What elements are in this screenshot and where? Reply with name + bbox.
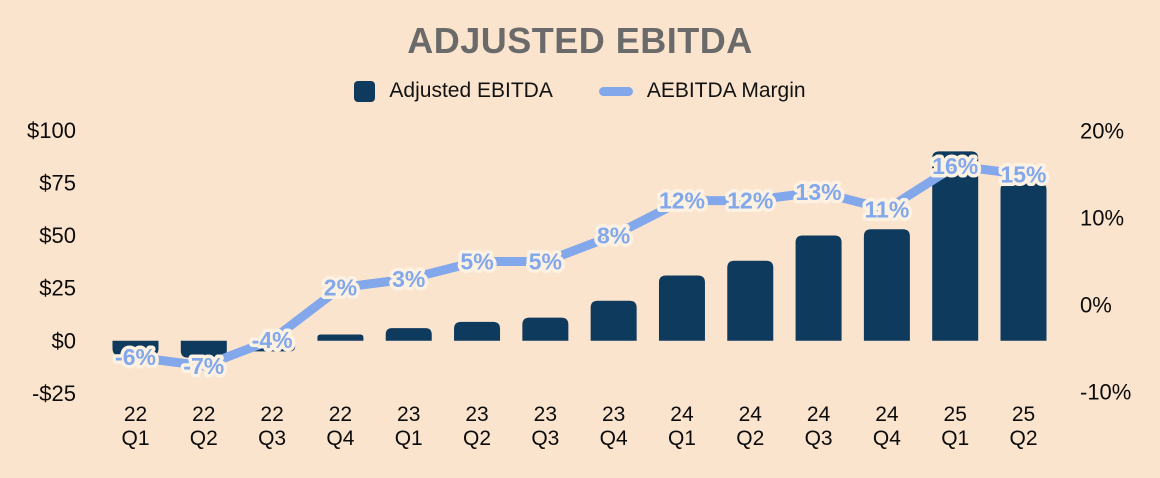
legend: Adjusted EBITDA AEBITDA Margin (0, 79, 1160, 103)
y-axis-left-tick: $25 (39, 276, 76, 301)
y-axis-left-tick: $75 (39, 170, 76, 195)
margin-point-label-25-q2: 15% (1000, 162, 1046, 188)
bar-24-q4 (863, 229, 910, 341)
legend-label-aebitda-margin: AEBITDA Margin (646, 79, 806, 102)
x-axis-label-24-q1: 24 Q1 (668, 403, 696, 450)
x-axis-label-23-q3: 23 Q3 (531, 403, 559, 450)
x-axis-label-22-q2: 22 Q2 (190, 403, 218, 450)
margin-point-label-23-q3: 5% (529, 249, 562, 275)
y-axis-right-tick: 10% (1080, 206, 1124, 231)
margin-point-label-23-q1: 3% (392, 266, 425, 292)
legend-item-adjusted-ebitda: Adjusted EBITDA (354, 79, 553, 103)
margin-point-label-25-q1: 16% (932, 153, 978, 179)
y-axis-right-tick: 0% (1080, 293, 1112, 318)
margin-point-label-22-q4: 2% (324, 275, 357, 301)
y-axis-right-tick: 20% (1080, 119, 1124, 144)
margin-point-label-23-q4: 8% (597, 222, 630, 248)
x-axis-label-22-q4: 22 Q4 (326, 403, 354, 450)
bar-24-q3 (795, 235, 842, 341)
line-series-swatch-icon (598, 86, 633, 96)
margin-point-label-24-q2: 12% (727, 188, 773, 214)
bar-23-q2 (454, 321, 501, 341)
x-axis-label-22-q1: 22 Q1 (121, 403, 149, 450)
y-axis-left-tick: $50 (39, 223, 76, 248)
x-axis-label-24-q3: 24 Q3 (805, 403, 833, 450)
bar-23-q4 (590, 300, 637, 341)
margin-point-label-24-q3: 13% (796, 179, 842, 205)
chart-title: ADJUSTED EBITDA (407, 20, 753, 61)
x-axis-label-23-q4: 23 Q4 (600, 403, 628, 450)
bar-24-q1 (658, 275, 705, 341)
x-axis-label-24-q2: 24 Q2 (736, 403, 764, 450)
bar-series-swatch-icon (354, 80, 376, 102)
x-axis-label-23-q2: 23 Q2 (463, 403, 491, 450)
margin-point-label-24-q4: 11% (865, 196, 910, 222)
bar-22-q1 (112, 340, 159, 356)
margin-point-label-23-q2: 5% (460, 249, 493, 275)
margin-point-label-22-q2: -7% (183, 353, 224, 379)
bar-25-q2 (1000, 182, 1047, 341)
bar-25-q1 (932, 151, 979, 341)
y-axis-left-tick: -$25 (32, 381, 76, 406)
bar-24-q2 (727, 260, 774, 341)
legend-item-aebitda-margin: AEBITDA Margin (598, 79, 806, 103)
bar-23-q1 (385, 328, 432, 341)
bar-22-q2 (180, 340, 227, 358)
x-axis-label-23-q1: 23 Q1 (395, 403, 423, 450)
y-axis-left-tick: $100 (27, 118, 76, 143)
y-axis-left-tick: $0 (52, 328, 76, 353)
bar-22-q4 (317, 334, 364, 341)
legend-label-adjusted-ebitda: Adjusted EBITDA (389, 79, 553, 102)
x-axis-label-25-q1: 25 Q1 (941, 403, 969, 450)
x-axis-label-24-q4: 24 Q4 (873, 403, 901, 450)
margin-point-label-22-q1: -6% (115, 344, 156, 370)
y-axis-right-tick: -10% (1080, 380, 1131, 405)
margin-point-label-24-q1: 12% (659, 188, 705, 214)
margin-point-label-22-q3: -4% (252, 327, 293, 353)
x-axis-label-22-q3: 22 Q3 (258, 403, 286, 450)
aebitda-margin-line (131, 161, 1028, 371)
bar-23-q3 (522, 317, 569, 341)
x-axis-label-25-q2: 25 Q2 (1009, 403, 1037, 450)
